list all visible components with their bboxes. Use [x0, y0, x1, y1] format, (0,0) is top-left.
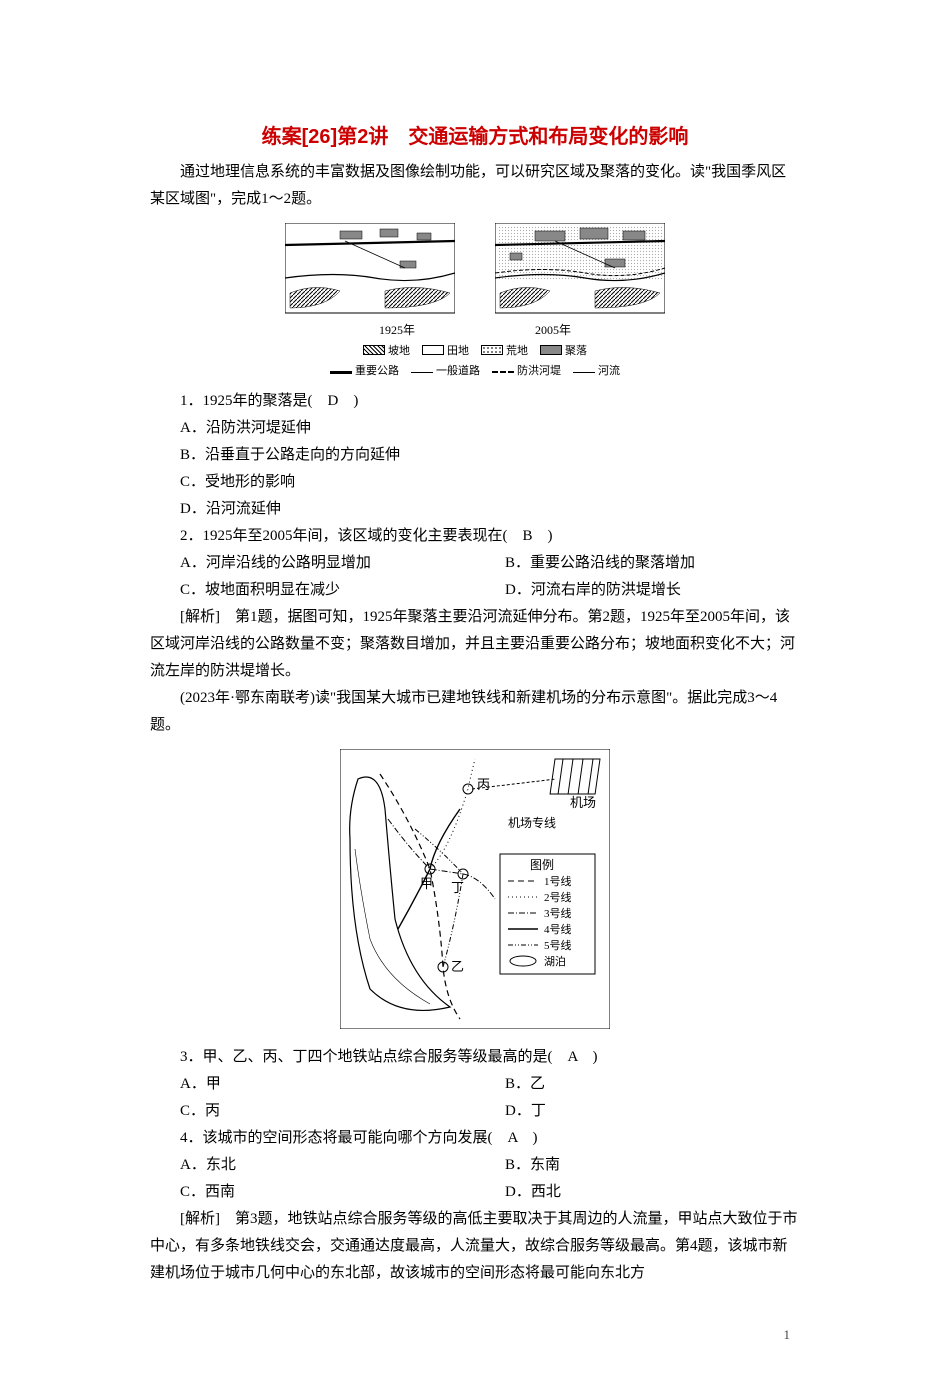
- q4d: D．西北: [475, 1179, 800, 1206]
- q1b: B．沿垂直于公路走向的方向延伸: [150, 442, 800, 469]
- legend-podi: 坡地: [388, 342, 410, 358]
- q1a: A．沿防洪河堤延伸: [150, 415, 800, 442]
- q3: 3．甲、乙、丙、丁四个地铁站点综合服务等级最高的是( A ): [150, 1044, 800, 1071]
- legend-l5: 5号线: [544, 938, 572, 952]
- legend-title: 图例: [530, 858, 554, 872]
- label-airport: 机场: [570, 795, 596, 810]
- q1d: D．沿河流延伸: [150, 496, 800, 523]
- figure-2: 机场 机场专线 丙 甲 丁 乙: [150, 749, 800, 1034]
- q2: 2．1925年至2005年间，该区域的变化主要表现在( B ): [150, 523, 800, 550]
- legend-huangdi: 荒地: [506, 342, 528, 358]
- legend-l2: 2号线: [544, 890, 572, 904]
- q3c: C．丙: [150, 1098, 475, 1125]
- q4-row1: A．东北 B．东南: [150, 1152, 800, 1179]
- map-1925: [285, 223, 455, 323]
- q2b: B．重要公路沿线的聚落增加: [475, 550, 800, 577]
- q2d: D．河流右岸的防洪堤增长: [475, 577, 800, 604]
- q3d: D．丁: [475, 1098, 800, 1125]
- q2a: A．河岸沿线的公路明显增加: [150, 550, 475, 577]
- ans12: [解析] 第1题，据图可知，1925年聚落主要沿河流延伸分布。第2题，1925年…: [150, 604, 800, 685]
- q4b: B．东南: [475, 1152, 800, 1179]
- q1c: C．受地形的影响: [150, 469, 800, 496]
- q4: 4．该城市的空间形态将最可能向哪个方向发展( A ): [150, 1125, 800, 1152]
- q3b: B．乙: [475, 1071, 800, 1098]
- page-title: 练案[26]第2讲 交通运输方式和布局变化的影响: [150, 120, 800, 149]
- swatch-huangdi: [481, 345, 503, 355]
- intro-1: 通过地理信息系统的丰富数据及图像绘制功能，可以研究区域及聚落的变化。读"我国季风…: [150, 159, 800, 213]
- swatch-tiandi: [422, 345, 444, 355]
- q1: 1．1925年的聚落是( D ): [150, 388, 800, 415]
- legend-juluo: 聚落: [565, 342, 587, 358]
- metro-map: 机场 机场专线 丙 甲 丁 乙: [340, 749, 610, 1029]
- legend-hupo: 湖泊: [544, 955, 566, 968]
- legend-l4: 4号线: [544, 922, 572, 936]
- figure-1-maps: [150, 223, 800, 323]
- q2-row1: A．河岸沿线的公路明显增加 B．重要公路沿线的聚落增加: [150, 550, 800, 577]
- intro-2: (2023年·鄂东南联考)读"我国某大城市已建地铁线和新建机场的分布示意图"。据…: [150, 685, 800, 739]
- figure-1-years: 1925年 2005年: [150, 321, 800, 338]
- label-bing: 丙: [477, 777, 490, 792]
- figure-1: 1925年 2005年 坡地 田地 荒地 聚落 重要公路 一般道路 防洪河堤 河…: [150, 223, 800, 378]
- swatch-zhongyao: [330, 371, 352, 374]
- legend-l1: 1号线: [544, 874, 572, 888]
- label-airport-line: 机场专线: [508, 815, 556, 830]
- q3-row2: C．丙 D．丁: [150, 1098, 800, 1125]
- legend-fanghong: 防洪河堤: [517, 362, 561, 378]
- q3-row1: A．甲 B．乙: [150, 1071, 800, 1098]
- q2-row2: C．坡地面积明显在减少 D．河流右岸的防洪堤增长: [150, 577, 800, 604]
- legend-zhongyao: 重要公路: [355, 362, 399, 378]
- map-2005: [495, 223, 665, 323]
- swatch-podi: [363, 345, 385, 355]
- year-1925: 1925年: [379, 321, 415, 338]
- swatch-heliu: [573, 372, 595, 373]
- label-yi: 乙: [451, 959, 464, 974]
- ans34: [解析] 第3题，地铁站点综合服务等级的高低主要取决于其周边的人流量，甲站点大致…: [150, 1206, 800, 1287]
- q4a: A．东北: [150, 1152, 475, 1179]
- legend-l3: 3号线: [544, 906, 572, 920]
- page-container: 练案[26]第2讲 交通运输方式和布局变化的影响 通过地理信息系统的丰富数据及图…: [0, 0, 950, 1383]
- q3a: A．甲: [150, 1071, 475, 1098]
- year-2005: 2005年: [535, 321, 571, 338]
- legend-heliu: 河流: [598, 362, 620, 378]
- legend-yiban: 一般道路: [436, 362, 480, 378]
- q2c: C．坡地面积明显在减少: [150, 577, 475, 604]
- swatch-fanghong: [492, 371, 514, 373]
- label-ding: 丁: [451, 880, 464, 895]
- swatch-juluo: [540, 345, 562, 355]
- legend-tiandi: 田地: [447, 342, 469, 358]
- swatch-yiban: [411, 372, 433, 373]
- figure-1-legend-1: 坡地 田地 荒地 聚落: [150, 342, 800, 358]
- page-number: 1: [150, 1327, 800, 1343]
- q4-row2: C．西南 D．西北: [150, 1179, 800, 1206]
- q4c: C．西南: [150, 1179, 475, 1206]
- figure-1-legend-2: 重要公路 一般道路 防洪河堤 河流: [150, 362, 800, 378]
